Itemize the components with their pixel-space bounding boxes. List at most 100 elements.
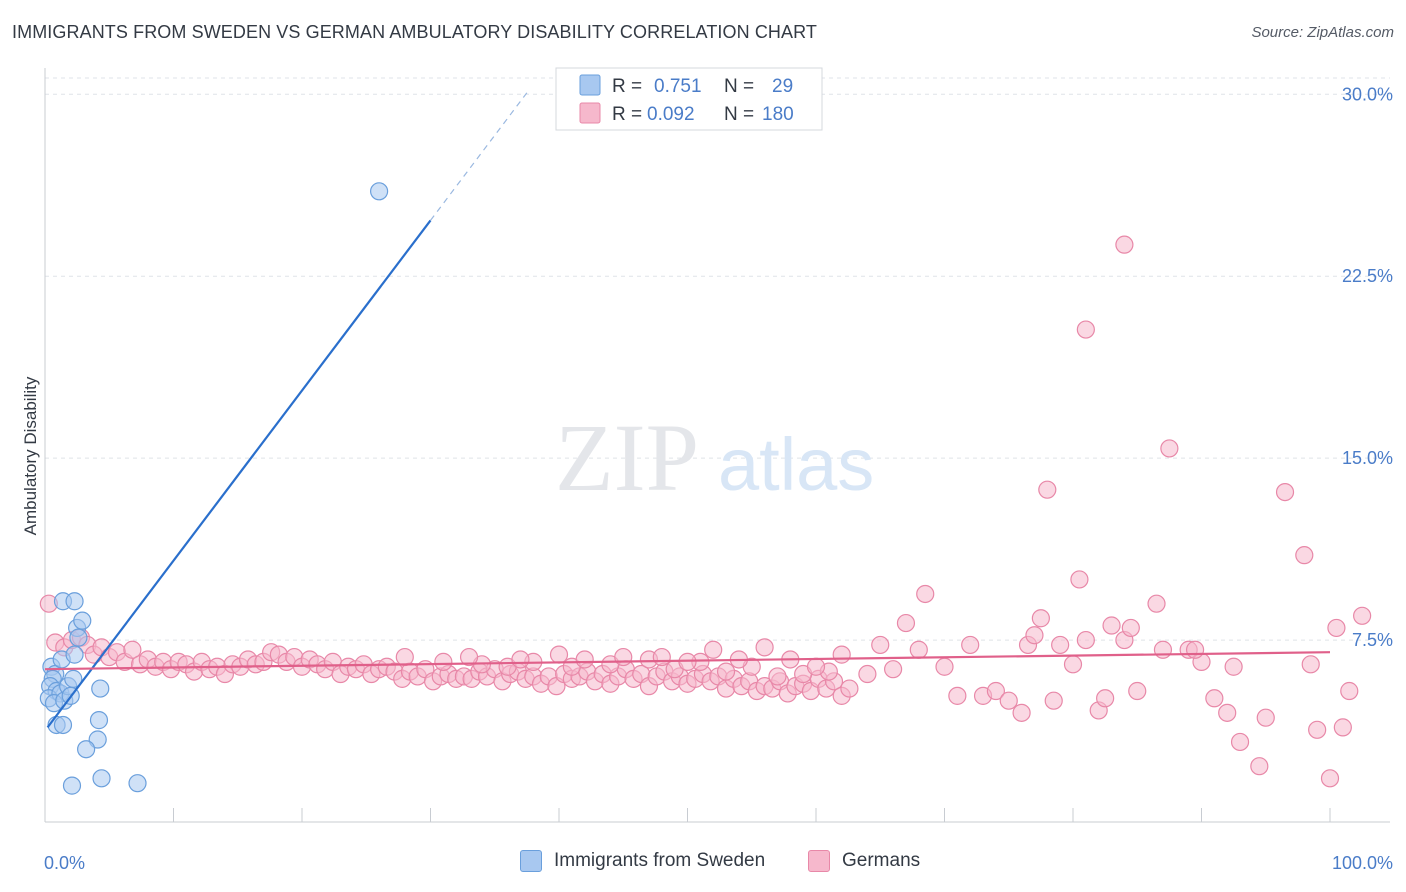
germans-point bbox=[1185, 640, 1205, 659]
germans-point bbox=[768, 667, 787, 686]
germans-point bbox=[511, 650, 530, 669]
sweden-point bbox=[88, 730, 107, 749]
sweden-point bbox=[62, 776, 82, 795]
legend-label-germans: Germans bbox=[842, 850, 921, 871]
legend-swatch-sweden bbox=[520, 850, 542, 872]
sweden-point bbox=[128, 774, 147, 793]
germans-point bbox=[1205, 689, 1224, 708]
germans-point bbox=[395, 647, 414, 667]
germans-point bbox=[1051, 635, 1070, 655]
stats-n-label-germans: N = bbox=[724, 104, 754, 125]
germans-point bbox=[1340, 681, 1359, 701]
germans-point bbox=[1250, 757, 1269, 776]
stats-r-value-germans: 0.092 bbox=[647, 104, 695, 125]
legend-item-germans[interactable]: Germans bbox=[808, 850, 920, 872]
y-tick-label: 22.5% bbox=[1342, 266, 1393, 286]
germans-point bbox=[1128, 681, 1147, 701]
legend-swatch-germans bbox=[808, 850, 830, 872]
germans-point bbox=[1333, 718, 1352, 737]
germans-point bbox=[1353, 606, 1372, 625]
germans-point bbox=[858, 664, 877, 684]
germans-point bbox=[704, 640, 723, 659]
germans-point bbox=[961, 635, 980, 655]
x-tick-label-max: 100.0% bbox=[1332, 853, 1393, 873]
y-tick-label: 15.0% bbox=[1342, 448, 1393, 468]
germans-point bbox=[832, 645, 851, 664]
legend-label-sweden: Immigrants from Sweden bbox=[554, 850, 766, 871]
germans-point bbox=[999, 691, 1018, 710]
germans-point bbox=[1031, 609, 1050, 628]
sweden-point bbox=[65, 645, 84, 664]
watermark: ZIP atlas bbox=[555, 404, 874, 511]
germans-point bbox=[1063, 655, 1083, 674]
germans-point bbox=[1320, 769, 1340, 788]
germans-point bbox=[1308, 720, 1327, 739]
y-axis-label: Ambulatory Disability bbox=[21, 376, 40, 535]
germans-point bbox=[1076, 630, 1095, 650]
sweden-trend-line bbox=[46, 219, 432, 729]
germans-point bbox=[1147, 594, 1166, 613]
germans-point bbox=[575, 650, 594, 669]
stats-swatch-sweden bbox=[579, 74, 601, 96]
germans-point bbox=[678, 652, 697, 671]
germans-point bbox=[1256, 708, 1275, 727]
germans-point bbox=[1121, 618, 1140, 638]
sweden-point bbox=[92, 769, 111, 788]
sweden-point bbox=[91, 679, 110, 698]
germans-point bbox=[123, 640, 142, 659]
germans-point bbox=[755, 638, 774, 657]
grid-layer bbox=[45, 77, 1390, 641]
stats-n-label-sweden: N = bbox=[724, 76, 754, 97]
germans-point bbox=[1327, 618, 1346, 638]
germans-point bbox=[1012, 703, 1031, 722]
germans-point bbox=[549, 645, 569, 664]
chart-title: IMMIGRANTS FROM SWEDEN VS GERMAN AMBULAT… bbox=[12, 22, 817, 42]
sweden-point bbox=[370, 182, 389, 201]
germans-point bbox=[1076, 320, 1095, 339]
germans-point bbox=[1301, 655, 1320, 674]
germans-point bbox=[1102, 616, 1121, 635]
germans-point bbox=[1160, 439, 1179, 458]
germans-point bbox=[916, 584, 935, 604]
germans-point bbox=[1038, 480, 1057, 499]
germans-point bbox=[1025, 626, 1044, 645]
germans-point bbox=[948, 686, 967, 705]
bottom-legend: Immigrants from Sweden Germans bbox=[0, 850, 1406, 880]
stats-r-label-sweden: R = bbox=[612, 76, 642, 97]
sweden-point bbox=[77, 740, 96, 759]
stats-n-value-sweden: 29 bbox=[772, 76, 793, 97]
germans-trend-line bbox=[44, 651, 1331, 671]
sweden-point bbox=[89, 711, 109, 730]
x-tick-label-min: 0.0% bbox=[44, 853, 85, 873]
germans-point bbox=[1153, 640, 1173, 659]
germans-point bbox=[806, 657, 826, 676]
sweden-point bbox=[53, 715, 73, 735]
stats-r-value-sweden: 0.751 bbox=[654, 76, 702, 97]
germans-point bbox=[1096, 689, 1115, 708]
y-tick-label: 7.5% bbox=[1352, 630, 1393, 650]
germans-point bbox=[986, 681, 1006, 701]
sweden-point bbox=[65, 592, 84, 611]
y-tick-label: 30.0% bbox=[1342, 84, 1393, 104]
sweden-point bbox=[73, 611, 92, 630]
germans-point bbox=[459, 647, 479, 667]
germans-point bbox=[716, 662, 736, 681]
stats-n-value-germans: 180 bbox=[762, 104, 794, 125]
germans-point bbox=[896, 613, 916, 633]
germans-point bbox=[614, 647, 633, 667]
legend-item-sweden[interactable]: Immigrants from Sweden bbox=[520, 850, 765, 872]
stats-legend: R = 0.751 N = 29 R = 0.092 N = 180 bbox=[555, 67, 823, 131]
germans-point bbox=[1224, 657, 1243, 676]
sweden-series bbox=[39, 182, 389, 795]
stats-r-label-germans: R = bbox=[612, 104, 642, 125]
tick-labels: 7.5% 15.0% 22.5% 30.0% 0.0% 100.0% bbox=[44, 84, 1393, 873]
germans-point bbox=[909, 640, 928, 659]
germans-point bbox=[652, 647, 671, 667]
sweden-trend-extension bbox=[430, 92, 528, 221]
germans-point bbox=[434, 652, 453, 671]
source-label: Source: ZipAtlas.com bbox=[1251, 24, 1394, 41]
germans-point bbox=[1070, 570, 1089, 589]
germans-point bbox=[883, 660, 903, 679]
stats-swatch-germans bbox=[579, 102, 601, 124]
